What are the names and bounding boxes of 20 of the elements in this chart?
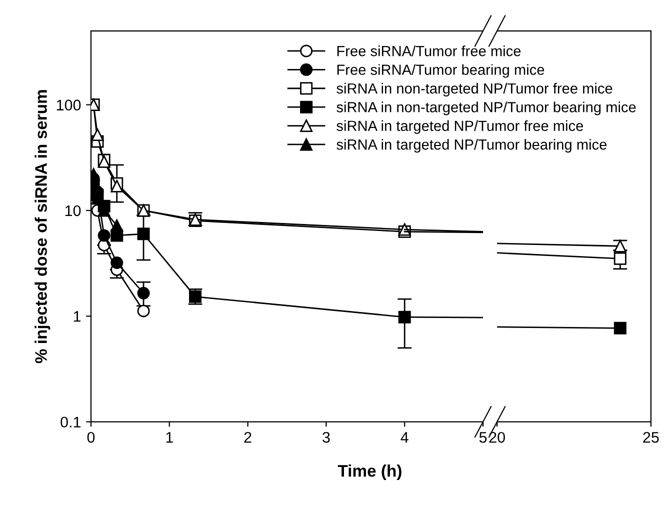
x-axis-title: Time (h) <box>338 464 402 480</box>
x-tick-label: 2 <box>244 432 252 443</box>
x-tick-label: 4 <box>400 432 408 443</box>
legend-label: Free siRNA/Tumor free mice <box>337 46 521 56</box>
x-tick-label: 0 <box>87 432 95 443</box>
legend-label: siRNA in non-targeted NP/Tumor free mice <box>336 82 612 96</box>
y-tick-label: 0.1 <box>60 416 81 428</box>
x-tick-label: 1 <box>166 432 173 443</box>
legend-label: siRNA in non-targeted NP/Tumor bearing mice <box>336 102 636 116</box>
x-tick-label: 3 <box>322 432 330 443</box>
x-tick-label: 20 <box>489 432 505 443</box>
legend-label: siRNA in targeted NP/Tumor free mice <box>336 120 584 134</box>
y-tick-label: 1 <box>74 311 81 322</box>
legend-label: Free siRNA/Tumor bearing mice <box>337 64 544 78</box>
x-tick-label: 5 <box>479 432 487 443</box>
x-tick-label: 25 <box>643 432 659 443</box>
y-tick-label: 100 <box>56 100 81 110</box>
y-axis-title: % injected dose of siRNA in serum <box>34 90 50 364</box>
legend-label: siRNA in targeted NP/Tumor bearing mice <box>336 139 607 153</box>
y-tick-label: 10 <box>65 205 81 216</box>
